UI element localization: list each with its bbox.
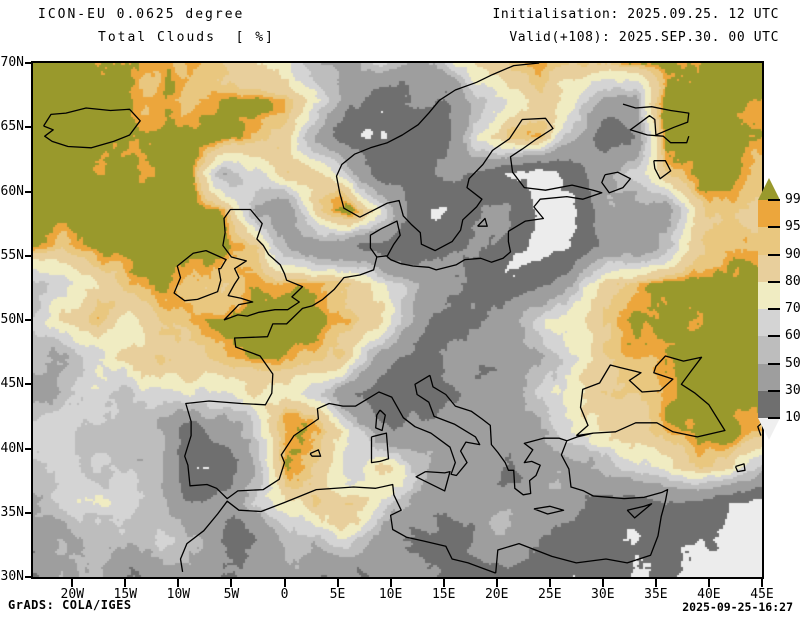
colorbar-tick — [768, 226, 780, 229]
lon-tick — [495, 579, 498, 587]
colorbar-arrow-down — [758, 418, 780, 440]
colorbar-tick — [768, 199, 780, 201]
lat-label: 45N — [0, 376, 24, 392]
lat-tick — [25, 62, 33, 64]
lon-tick — [442, 579, 445, 587]
colorbar-label: 60 — [785, 328, 800, 344]
lat-label: 60N — [0, 183, 24, 199]
valid-time: Valid(+108): 2025.SEP.30. 00 UTC — [509, 30, 779, 45]
lat-tick — [25, 126, 33, 129]
lon-label: 20E — [484, 587, 509, 602]
lon-label: 10E — [378, 587, 403, 602]
lat-tick — [25, 319, 33, 321]
lon-tick — [283, 579, 286, 587]
lon-label: 5E — [329, 587, 346, 602]
lon-tick — [177, 579, 180, 587]
lon-label: 25E — [538, 587, 562, 602]
lat-tick — [25, 383, 33, 386]
lat-label: 65N — [0, 119, 24, 135]
colorbar-label: 90 — [785, 246, 800, 262]
lon-label: 10W — [166, 587, 191, 602]
coastline-path — [43, 63, 762, 574]
lat-tick — [25, 576, 33, 578]
colorbar-label: 99.5 — [785, 192, 800, 207]
colorbar-label: 80 — [785, 273, 800, 289]
lon-tick — [761, 579, 763, 587]
lon-label: 15E — [431, 587, 456, 602]
colorbar-segment — [758, 336, 780, 364]
colorbar-label: 30 — [785, 382, 800, 398]
lon-tick — [230, 579, 233, 587]
colorbar-tick — [768, 308, 780, 310]
colorbar-segment — [758, 390, 780, 418]
colorbar-label: 10 — [785, 410, 800, 425]
lon-label: 40E — [697, 587, 721, 602]
colorbar-tick — [768, 335, 780, 338]
lon-label: 0 — [280, 587, 289, 602]
model-title: ICON-EU 0.0625 degree — [38, 7, 245, 22]
lon-tick — [548, 579, 551, 587]
lon-tick — [336, 579, 339, 587]
lat-label: 30N — [0, 569, 24, 584]
colorbar-segment — [758, 363, 780, 391]
lon-label: 45E — [750, 587, 774, 602]
coastlines-overlay — [43, 63, 762, 574]
lat-tick — [25, 254, 33, 257]
lat-label: 35N — [0, 504, 24, 520]
lat-tick — [25, 447, 33, 450]
colorbar-segment — [758, 309, 780, 337]
lat-label: 55N — [0, 247, 24, 263]
lon-tick — [654, 579, 657, 587]
lat-label: 50N — [0, 312, 24, 327]
lon-label: 30E — [591, 587, 615, 602]
colorbar-tick — [768, 280, 780, 283]
lon-tick — [707, 579, 710, 587]
lon-label: 20W — [60, 587, 85, 602]
lon-label: 5W — [223, 587, 240, 602]
lon-label: 35E — [644, 587, 668, 602]
colorbar-label: 95 — [785, 219, 800, 235]
colorbar-segment — [758, 200, 780, 228]
colorbar-arrow-up — [758, 178, 780, 200]
variable-title: Total Clouds [ %] — [98, 30, 275, 45]
colorbar-tick — [768, 417, 780, 419]
lon-label: 15W — [113, 587, 138, 602]
cloud-cover-field — [33, 63, 762, 577]
lon-tick — [71, 579, 74, 587]
colorbar-tick — [768, 389, 780, 392]
lon-tick — [389, 579, 392, 587]
colorbar-label: 50 — [785, 355, 800, 371]
lon-tick — [601, 579, 604, 587]
colorbar-tick — [768, 253, 780, 256]
lat-label: 70N — [0, 55, 24, 70]
lat-label: 40N — [0, 440, 24, 456]
colorbar-segment — [758, 254, 780, 282]
grads-credit: GrADS: COLA/IGES — [8, 598, 132, 612]
lat-tick — [25, 190, 33, 193]
colorbar-label: 70 — [785, 301, 800, 316]
initialisation-time: Initialisation: 2025.09.25. 12 UTC — [492, 7, 779, 22]
lat-tick — [25, 511, 33, 514]
lon-tick — [124, 579, 127, 587]
colorbar-tick — [768, 362, 780, 365]
colorbar-segment — [758, 281, 780, 309]
creation-timestamp: 2025-09-25-16:27 — [682, 600, 793, 614]
colorbar-segment — [758, 227, 780, 255]
